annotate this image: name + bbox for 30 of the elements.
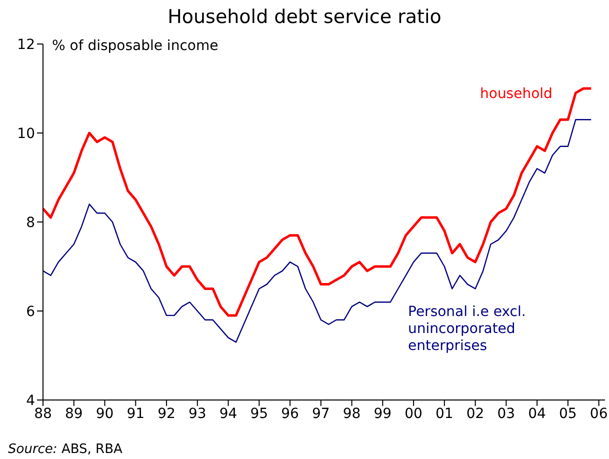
y-tick-label: 12 xyxy=(17,36,35,53)
source-note: Source: ABS, RBA xyxy=(8,442,122,457)
y-tick-label: 4 xyxy=(26,392,36,409)
x-tick-label: 89 xyxy=(64,406,83,422)
x-tick-label: 06 xyxy=(590,406,608,422)
x-tick-label: 97 xyxy=(312,406,330,422)
x-tick-label: 05 xyxy=(559,406,577,422)
x-tick-label: 95 xyxy=(250,406,268,422)
x-tick-label: 93 xyxy=(188,406,206,422)
series-label: household xyxy=(480,86,554,103)
x-tick-label: 90 xyxy=(96,406,114,422)
x-tick-label: 02 xyxy=(466,406,484,422)
y-axis-title: % of disposable income xyxy=(52,38,218,54)
line-series xyxy=(43,87,592,317)
x-tick-label: 99 xyxy=(374,406,392,422)
y-tick-label: 10 xyxy=(17,126,35,142)
x-tick-label: 00 xyxy=(404,406,422,422)
chart-title: Household debt service ratio xyxy=(166,6,442,28)
x-tick-label: 91 xyxy=(126,406,145,422)
x-tick-label: 04 xyxy=(528,406,546,422)
x-tick-label: 94 xyxy=(219,406,238,422)
x-tick-label: 88 xyxy=(34,406,52,422)
y-tick-label: 6 xyxy=(26,304,36,320)
x-tick-label: 92 xyxy=(158,406,176,422)
x-tick-label: 01 xyxy=(436,406,454,422)
series-label: Personal i.e excl. unincorporated enterprises xyxy=(408,304,527,355)
x-tick-label: 98 xyxy=(342,406,361,422)
x-tick-label: 96 xyxy=(281,406,300,422)
y-tick-label: 8 xyxy=(26,214,35,231)
x-tick-label: 03 xyxy=(497,406,516,422)
